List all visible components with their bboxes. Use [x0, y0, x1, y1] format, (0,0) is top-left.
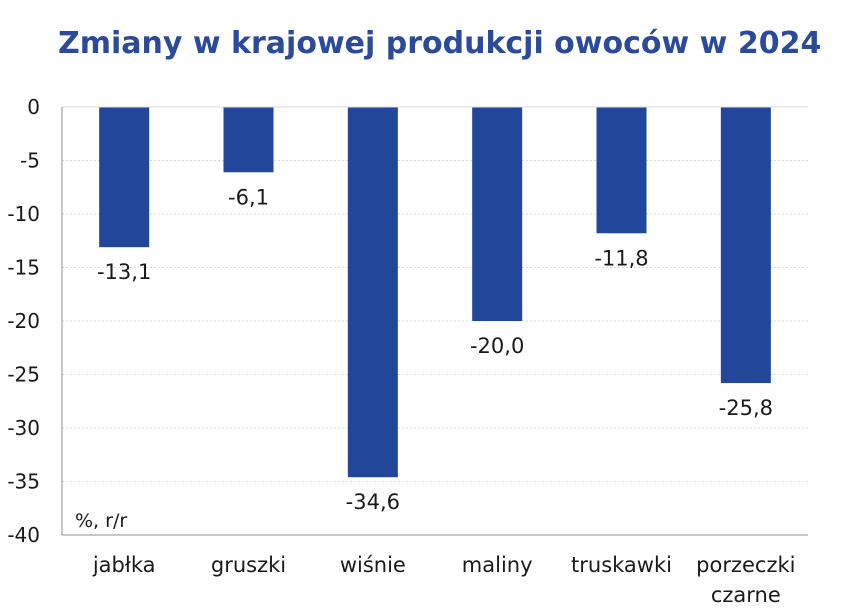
labels: 0 -5 -10 -15 -20 -25 -30 -35 -40 -13,1 jabłka -6,1 g… [7, 95, 795, 607]
gridlines [62, 160, 808, 482]
unit-label: %, r/r [75, 510, 127, 532]
y-tick-label: -25 [7, 363, 40, 387]
y-tick-label: -5 [20, 149, 40, 173]
category-label: maliny [462, 553, 533, 577]
bar [223, 107, 274, 173]
y-tick-label: -15 [7, 256, 40, 280]
data-label: -6,1 [228, 185, 269, 209]
data-label: -11,8 [594, 246, 648, 270]
bar [720, 107, 771, 384]
axes [61, 106, 808, 536]
data-label: -34,6 [346, 490, 400, 514]
bar [99, 107, 150, 248]
category-label: truskawki [571, 553, 672, 577]
category-label: wiśnie [340, 553, 406, 577]
y-tick-label: -35 [7, 470, 40, 494]
bar [347, 107, 398, 478]
data-label: -20,0 [470, 334, 524, 358]
bars [99, 107, 771, 478]
category-label: porzeczki [696, 553, 795, 577]
chart-title: Zmiany w krajowej produkcji owoców w 202… [58, 26, 822, 61]
data-label: -13,1 [97, 260, 151, 284]
y-tick-label: 0 [27, 95, 40, 119]
y-tick-label: -20 [7, 309, 40, 333]
data-label: -25,8 [719, 396, 773, 420]
category-label: jabłka [92, 553, 156, 577]
bar [596, 107, 647, 234]
y-tick-label: -10 [7, 202, 40, 226]
bar [472, 107, 523, 321]
category-label: czarne [711, 583, 781, 607]
y-tick-label: -40 [7, 523, 40, 547]
y-tick-label: -30 [7, 416, 40, 440]
category-label: gruszki [211, 553, 286, 577]
